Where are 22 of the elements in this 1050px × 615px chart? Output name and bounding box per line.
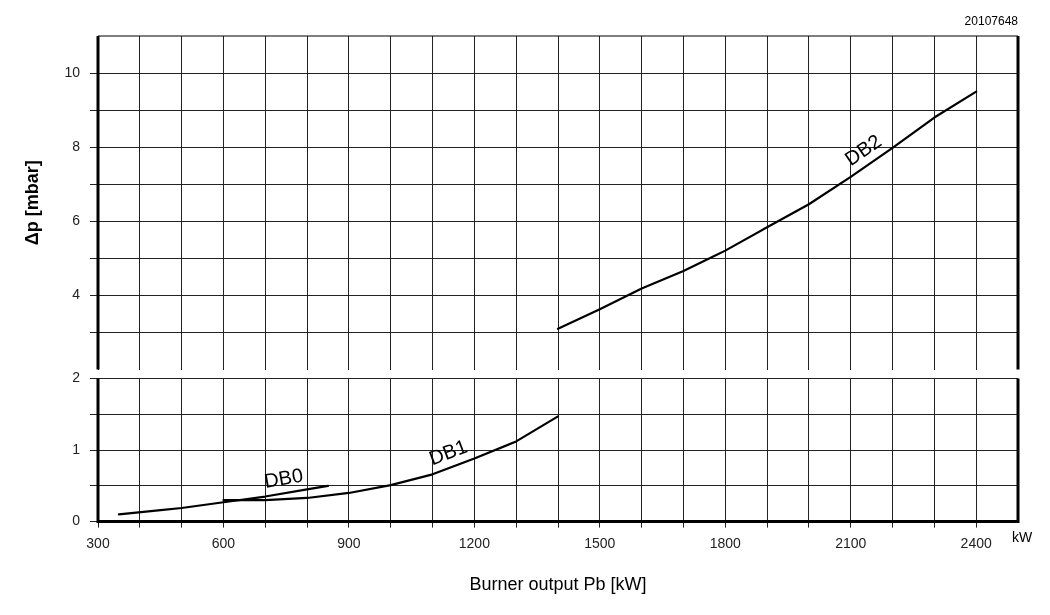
x-tick-label: 900 <box>337 534 361 551</box>
x-tick-label: 600 <box>211 534 236 551</box>
x-tick-label: 1200 <box>458 534 491 551</box>
y-tick-label: 0 <box>72 512 81 529</box>
y-axis-title: Δp [mbar] <box>21 160 42 246</box>
x-tick-label: 2400 <box>960 534 992 551</box>
y-tick-label: 2 <box>72 369 81 386</box>
y-tick-label: 4 <box>72 286 81 303</box>
text: DB0 <box>262 463 305 492</box>
y-tick-label: 1 <box>72 440 81 457</box>
x-tick-label: 1500 <box>584 534 616 551</box>
y-tick-label: 8 <box>72 138 81 155</box>
x-axis-title: Burner output Pb [kW] <box>469 574 647 595</box>
text: 20107648 <box>964 14 1019 29</box>
text: DB1 <box>425 434 471 470</box>
x-tick-label: 1800 <box>709 534 742 551</box>
x-tick-label: 300 <box>86 534 110 551</box>
y-tick-label: 6 <box>72 212 81 229</box>
x-tick-label: 2100 <box>835 534 867 551</box>
text: kW <box>1012 529 1033 546</box>
y-tick-label: 10 <box>64 63 81 80</box>
text: DB2 <box>840 129 886 170</box>
